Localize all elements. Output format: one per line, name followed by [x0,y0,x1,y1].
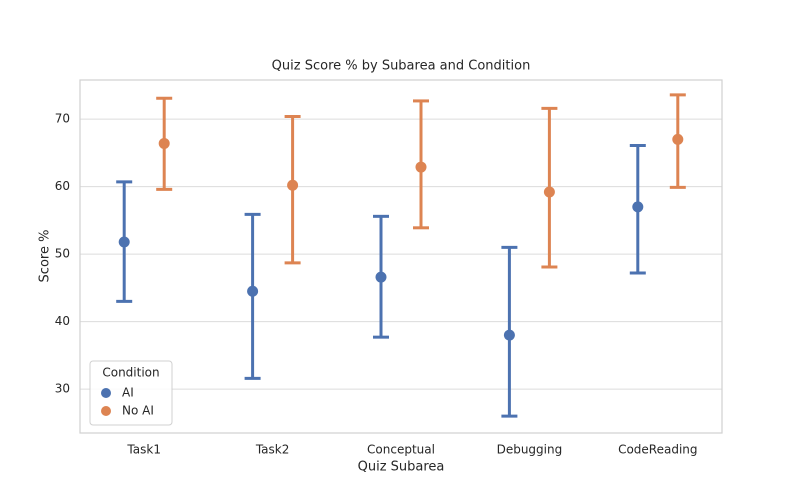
y-tick-label: 70 [55,112,70,126]
x-tick-label: Conceptual [367,443,435,457]
point [158,137,170,149]
legend-label: AI [122,386,134,400]
point [118,236,130,248]
x-tick-label: Task2 [255,443,290,457]
y-tick-label: 30 [55,382,70,396]
plot-frame [79,79,723,434]
y-tick-label: 40 [55,314,70,328]
legend-marker [101,406,111,416]
y-axis-label: Score % [38,230,53,283]
y-tick-label: 50 [55,247,70,261]
point [247,285,259,297]
y-tick-label: 60 [55,179,70,193]
legend-title: Condition [102,366,159,380]
point [503,329,515,341]
point [632,201,644,213]
x-tick-label: Debugging [497,443,563,457]
point [375,271,387,283]
x-tick-label: Task1 [126,443,161,457]
point [672,133,684,145]
point [287,179,299,191]
x-tick-label: CodeReading [618,443,697,457]
x-axis-label: Quiz Subarea [358,460,445,475]
point [415,161,427,173]
legend-marker [101,388,111,398]
chart-title: Quiz Score % by Subarea and Condition [272,59,531,74]
legend-label: No AI [122,404,154,418]
point [543,186,555,198]
